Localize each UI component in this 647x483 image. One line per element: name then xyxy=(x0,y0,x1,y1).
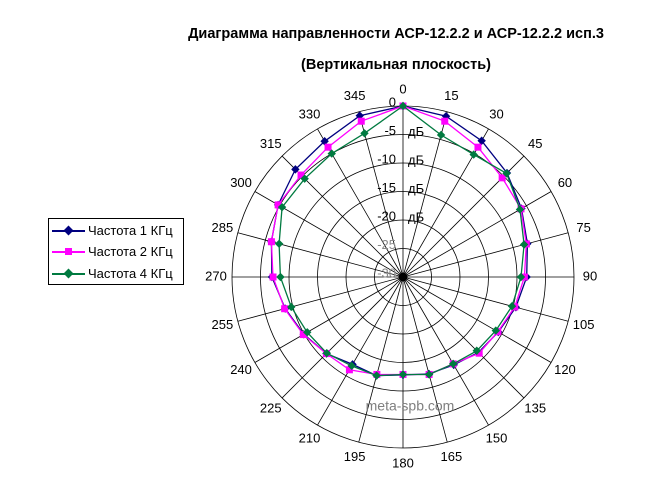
chart-title-block: Диаграмма направленности АСР-12.2.2 и АС… xyxy=(148,0,644,73)
svg-text:-5: -5 xyxy=(384,123,396,138)
svg-text:120: 120 xyxy=(554,362,576,377)
svg-text:дБ: дБ xyxy=(408,124,424,139)
legend-label: Частота 4 КГц xyxy=(88,265,173,281)
svg-text:45: 45 xyxy=(528,136,542,151)
svg-text:240: 240 xyxy=(230,362,252,377)
svg-text:-30: -30 xyxy=(377,265,396,280)
svg-text:0: 0 xyxy=(399,81,406,96)
svg-text:дБ: дБ xyxy=(408,209,424,224)
legend-label: Частота 1 КГц xyxy=(88,222,173,238)
legend-item-2khz: Частота 2 КГц xyxy=(49,241,183,262)
svg-text:180: 180 xyxy=(392,455,414,470)
svg-text:315: 315 xyxy=(260,136,282,151)
chart-subtitle: (Вертикальная плоскость) xyxy=(301,57,491,73)
svg-text:150: 150 xyxy=(486,430,508,445)
svg-text:дБ: дБ xyxy=(408,181,424,196)
svg-text:105: 105 xyxy=(573,317,595,332)
svg-text:дБ: дБ xyxy=(408,152,424,167)
svg-text:15: 15 xyxy=(444,88,458,103)
svg-text:165: 165 xyxy=(441,449,463,464)
angle-tick-labels: 0 15 30 45 60 75 90 105 120 135 150 165 180 195 210 225… xyxy=(205,81,597,470)
svg-text:meta-spb.com: meta-spb.com xyxy=(366,398,455,414)
watermark: meta-spb.com xyxy=(366,398,455,414)
legend-label: Частота 2 КГц xyxy=(88,244,173,259)
svg-text:60: 60 xyxy=(558,175,572,190)
svg-text:75: 75 xyxy=(576,220,590,235)
chart-title: Диаграмма направленности АСР-12.2.2 и АС… xyxy=(188,26,604,42)
legend-item-1khz: Частота 1 КГц xyxy=(49,220,183,241)
svg-text:210: 210 xyxy=(299,430,321,445)
svg-text:-20: -20 xyxy=(377,208,396,223)
svg-text:135: 135 xyxy=(524,401,546,416)
legend: Частота 1 КГц Частота 2 КГц Частота 4 КГ… xyxy=(48,218,184,285)
series-3 xyxy=(274,101,529,380)
radial-tick-labels: 0 -5 дБ -10 дБ -15 дБ -20 дБ -25 -30 xyxy=(377,94,424,280)
svg-text:90: 90 xyxy=(583,268,597,283)
polar-center-dot xyxy=(398,272,408,282)
svg-text:225: 225 xyxy=(260,401,282,416)
svg-text:195: 195 xyxy=(344,449,366,464)
svg-text:330: 330 xyxy=(299,106,321,121)
svg-text:270: 270 xyxy=(205,268,227,283)
svg-text:345: 345 xyxy=(344,88,366,103)
square-marker-icon xyxy=(65,248,72,255)
svg-text:30: 30 xyxy=(489,106,503,121)
svg-text:300: 300 xyxy=(230,175,252,190)
svg-text:285: 285 xyxy=(212,220,234,235)
svg-text:255: 255 xyxy=(212,317,234,332)
svg-text:-15: -15 xyxy=(377,180,396,195)
svg-text:-10: -10 xyxy=(377,151,396,166)
legend-swatch-1khz xyxy=(52,225,85,235)
legend-item-4khz: Частота 4 КГц xyxy=(49,263,183,284)
svg-text:-25: -25 xyxy=(377,237,396,252)
legend-swatch-2khz xyxy=(52,247,85,257)
svg-text:0: 0 xyxy=(389,94,396,109)
legend-swatch-4khz xyxy=(52,268,85,278)
